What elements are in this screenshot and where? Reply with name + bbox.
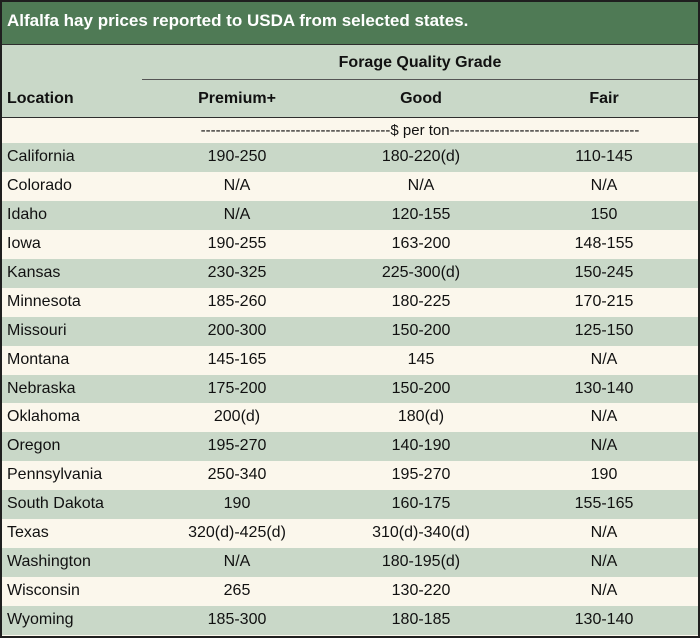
premium-cell: 185-260 [207,292,267,310]
premium-cell: 185-300 [207,611,267,628]
fair-cell: 170-215 [574,292,634,310]
fair-cell: N/A [590,408,618,426]
premium-cell: N/A [223,553,251,571]
premium-cell: 190-250 [207,148,267,165]
fair-cell: 130-140 [574,379,634,397]
table-header: Forage Quality Grade Location Premium+ G… [2,45,698,118]
table-row: Pennsylvania 250-340 195-270 190 [2,461,698,490]
fair-cell: 125-150 [574,321,634,339]
good-cell: 195-270 [391,466,451,484]
premium-cell: 265 [223,582,251,600]
table-row: Minnesota 185-260 180-225 170-215 [2,288,698,317]
table-row: Colorado N/A N/A N/A [2,172,698,201]
location-cell: Missouri [7,321,67,339]
premium-cell: 190-255 [207,234,267,252]
table-body: California 190-250 180-220(d) 110-145 Colora… [2,143,698,635]
table-row: Nebraska 175-200 150-200 130-140 [2,374,698,404]
location-cell: South Dakota [7,495,104,513]
location-cell: Oregon [7,437,61,455]
location-cell: Wisconsin [7,582,80,600]
fair-cell: 110-145 [575,148,633,165]
location-cell: Iowa [7,234,41,252]
fair-cell: 150-245 [574,263,634,281]
location-column-header: Location [7,90,74,107]
location-cell: Minnesota [7,292,81,310]
good-cell: 163-200 [391,234,451,252]
location-cell: Colorado [7,176,72,194]
premium-cell: 230-325 [207,263,267,281]
premium-cell: N/A [223,176,251,194]
premium-cell: 250-340 [207,466,267,484]
good-cell: 140-190 [391,437,451,455]
good-cell: 310(d)-340(d) [372,524,470,542]
location-cell: Pennsylvania [7,466,103,484]
location-cell: Washington [7,553,91,571]
good-cell: 130-220 [391,582,451,600]
premium-cell: 195-270 [207,437,267,455]
location-cell: Texas [7,524,49,542]
table-row: Oregon 195-270 140-190 N/A [2,432,698,462]
location-cell: Montana [7,350,70,368]
fair-cell: 190 [590,466,618,484]
location-cell: Wyoming [7,611,74,628]
units-label: --------------------------------------$ … [200,122,640,139]
location-cell: Idaho [7,205,48,223]
fair-cell: 155-165 [574,495,634,513]
fair-cell: N/A [590,437,618,455]
location-cell: California [7,148,75,165]
fair-cell: N/A [590,176,618,194]
table-row: Wyoming 185-300 180-185 130-140 [2,606,698,635]
good-column-header: Good [400,90,442,107]
fair-cell: 130-140 [574,611,634,628]
table-row: Texas 320(d)-425(d) 310(d)-340(d) N/A [2,519,698,548]
good-cell: 180-185 [391,611,451,628]
fair-cell: N/A [590,553,618,571]
location-cell: Kansas [7,263,61,281]
header-divider [142,79,698,80]
table-title: Alfalfa hay prices reported to USDA from… [7,11,469,30]
title-bar: Alfalfa hay prices reported to USDA from… [2,2,698,45]
premium-cell: 200-300 [207,321,267,339]
table-row: Iowa 190-255 163-200 148-155 [2,230,698,259]
table-row: Montana 145-165 145 N/A [2,346,698,375]
good-cell: 160-175 [391,495,451,513]
fair-cell: N/A [590,582,618,600]
good-cell: 225-300(d) [381,263,461,281]
table-row: South Dakota 190 160-175 155-165 [2,490,698,520]
fair-column-header: Fair [589,90,619,107]
good-cell: 120-155 [391,205,451,223]
table-row: Missouri 200-300 150-200 125-150 [2,316,698,346]
good-cell: N/A [407,176,435,194]
good-cell: 180-225 [391,292,451,310]
table-row: Washington N/A 180-195(d) N/A [2,548,698,578]
premium-cell: 320(d)-425(d) [188,524,286,542]
good-cell: 150-200 [391,321,451,339]
units-row: --------------------------------------$ … [2,118,698,143]
premium-cell: 200(d) [213,408,261,426]
good-cell: 150-200 [391,379,451,397]
premium-cell: N/A [223,205,251,223]
good-cell: 145 [407,350,435,368]
premium-column-header: Premium+ [198,90,276,107]
premium-cell: 175-200 [207,379,267,397]
premium-cell: 145-165 [207,350,267,368]
good-cell: 180-195(d) [381,553,461,571]
table-row: California 190-250 180-220(d) 110-145 [2,143,698,172]
table-row: Kansas 230-325 225-300(d) 150-245 [2,258,698,288]
good-cell: 180-220(d) [381,148,461,165]
fair-cell: 150 [590,205,618,223]
fair-cell: N/A [590,350,618,368]
table-row: Oklahoma 200(d) 180(d) N/A [2,403,698,432]
good-cell: 180(d) [397,408,445,426]
fair-cell: 148-155 [574,234,634,252]
table-row: Wisconsin 265 130-220 N/A [2,577,698,606]
fair-cell: N/A [590,524,618,542]
location-cell: Oklahoma [7,408,80,426]
location-cell: Nebraska [7,379,76,397]
premium-cell: 190 [223,495,251,513]
table-row: Idaho N/A 120-155 150 [2,200,698,230]
forage-quality-grade-label: Forage Quality Grade [338,54,502,71]
